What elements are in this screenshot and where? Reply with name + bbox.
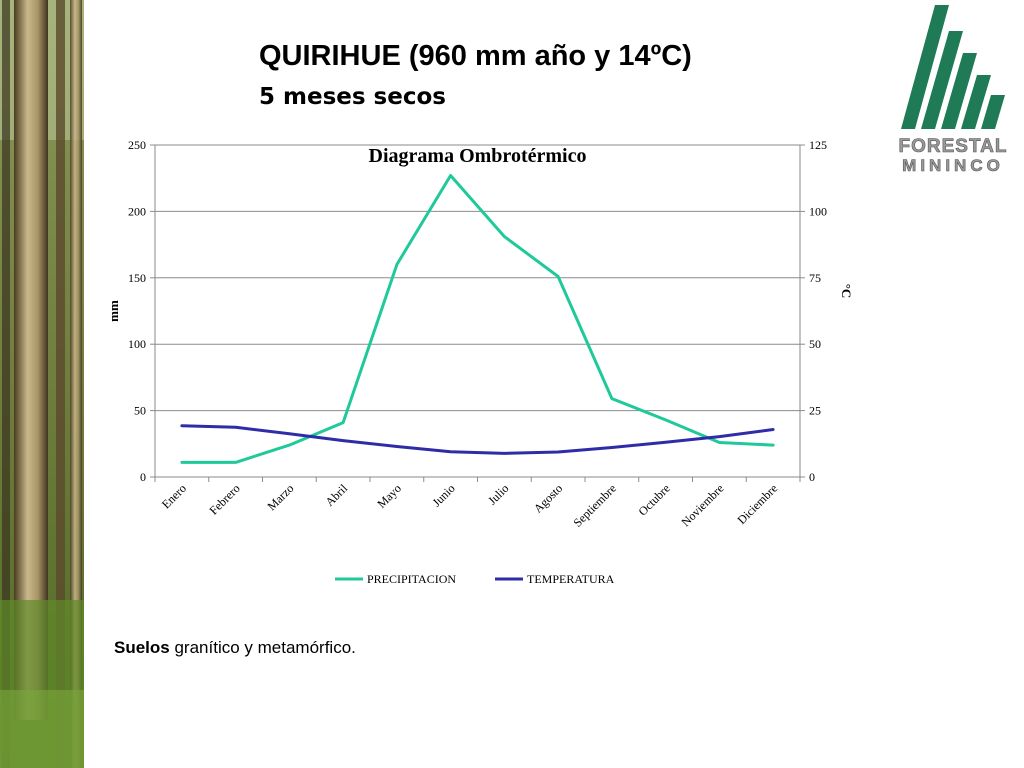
soil-note: Suelos granítico y metamórfico. — [114, 638, 356, 658]
slide-title: QUIRIHUE (960 mm año y 14ºC) — [259, 40, 692, 72]
series-line-temperatura — [180, 424, 775, 455]
soil-note-label: Suelos — [114, 638, 170, 657]
y-axis-label-left: mm — [106, 300, 121, 322]
x-tick-label: Diciembre — [735, 481, 781, 527]
legend-label: PRECIPITACION — [367, 572, 456, 586]
logo-stripe — [961, 75, 991, 129]
x-tick-label: Octubre — [636, 481, 673, 518]
left-tick-label: 250 — [128, 138, 146, 152]
soil-note-text: granítico y metamórfico. — [169, 638, 356, 657]
x-tick-label: Febrero — [206, 481, 242, 517]
right-axis-ticks: 0 25 50 75 100 125 — [800, 138, 827, 484]
y-axis-label-right: °C — [839, 284, 854, 299]
logo-text-line2: MININCO — [902, 156, 1004, 175]
gridlines — [155, 144, 800, 478]
right-tick-label: 50 — [809, 337, 821, 351]
series-line-precipitacion — [180, 174, 775, 464]
legend-label: TEMPERATURA — [527, 572, 615, 586]
slide-subtitle: 5 meses secos — [259, 84, 446, 110]
chart-legend: PRECIPITACION TEMPERATURA — [335, 572, 615, 586]
x-tick-label: Mayo — [374, 481, 404, 511]
left-axis-ticks: 0 50 100 150 200 250 — [128, 138, 155, 484]
ombrothermic-chart: 0 50 100 150 200 250 0 25 50 75 100 125 Enero Febre… — [106, 138, 854, 586]
logo-stripe — [981, 95, 1005, 129]
right-tick-label: 25 — [809, 404, 821, 418]
logo-stripe — [901, 5, 949, 129]
series-lines — [180, 174, 775, 464]
left-tick-label: 150 — [128, 271, 146, 285]
right-tick-label: 125 — [809, 138, 827, 152]
chart-title: Diagrama Ombrotérmico — [369, 145, 587, 167]
right-tick-label: 75 — [809, 271, 821, 285]
x-tick-label: Abril — [322, 481, 350, 509]
logo-stripe — [921, 31, 963, 129]
x-tick-label: Septiembre — [570, 481, 619, 530]
left-tick-label: 0 — [140, 470, 146, 484]
forest-background-image — [0, 0, 84, 768]
x-axis-ticks: Enero Febrero Marzo Abril Mayo Junio Julio Agos… — [154, 477, 801, 530]
right-tick-label: 0 — [809, 470, 815, 484]
x-tick-label: Noviembre — [678, 481, 726, 529]
right-tick-label: 100 — [809, 204, 827, 218]
x-tick-label: Marzo — [264, 481, 296, 513]
x-tick-label: Agosto — [531, 481, 565, 515]
forestal-mininco-logo: FORESTAL MININCO — [898, 5, 1008, 175]
plot-area-border — [154, 144, 801, 478]
left-tick-label: 200 — [128, 204, 146, 218]
logo-stripe — [941, 53, 977, 129]
left-tick-label: 50 — [134, 404, 146, 418]
x-tick-label: Julio — [485, 481, 511, 507]
x-tick-label: Junio — [429, 481, 457, 509]
x-tick-label: Enero — [159, 481, 189, 511]
left-tick-label: 100 — [128, 337, 146, 351]
logo-text-line1: FORESTAL — [899, 136, 1008, 157]
